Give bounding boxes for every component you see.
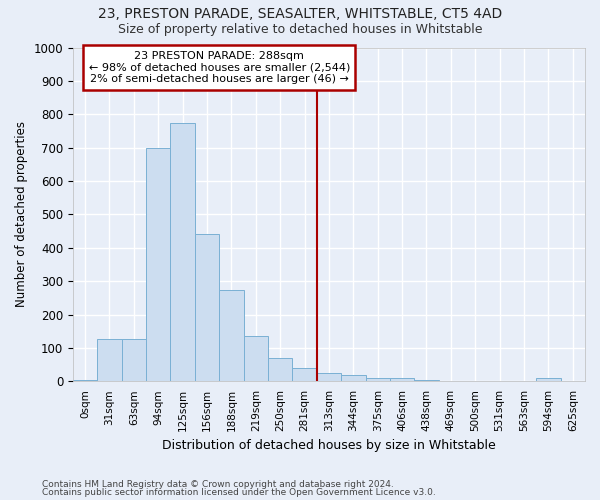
Bar	[317, 373, 341, 382]
Bar	[73, 380, 97, 382]
Text: Contains public sector information licensed under the Open Government Licence v3: Contains public sector information licen…	[42, 488, 436, 497]
Bar	[146, 148, 170, 382]
Bar	[390, 378, 415, 382]
Bar	[219, 290, 244, 382]
Bar	[341, 374, 365, 382]
Bar	[97, 338, 122, 382]
Bar	[122, 338, 146, 382]
Text: 23 PRESTON PARADE: 288sqm
← 98% of detached houses are smaller (2,544)
2% of sem: 23 PRESTON PARADE: 288sqm ← 98% of detac…	[89, 51, 350, 84]
Text: Size of property relative to detached houses in Whitstable: Size of property relative to detached ho…	[118, 22, 482, 36]
Bar	[536, 378, 560, 382]
Bar	[415, 380, 439, 382]
Bar	[365, 378, 390, 382]
Text: Contains HM Land Registry data © Crown copyright and database right 2024.: Contains HM Land Registry data © Crown c…	[42, 480, 394, 489]
X-axis label: Distribution of detached houses by size in Whitstable: Distribution of detached houses by size …	[162, 440, 496, 452]
Bar	[292, 368, 317, 382]
Bar	[244, 336, 268, 382]
Bar	[170, 122, 195, 382]
Bar	[268, 358, 292, 382]
Y-axis label: Number of detached properties: Number of detached properties	[15, 122, 28, 308]
Text: 23, PRESTON PARADE, SEASALTER, WHITSTABLE, CT5 4AD: 23, PRESTON PARADE, SEASALTER, WHITSTABL…	[98, 8, 502, 22]
Bar	[195, 234, 219, 382]
